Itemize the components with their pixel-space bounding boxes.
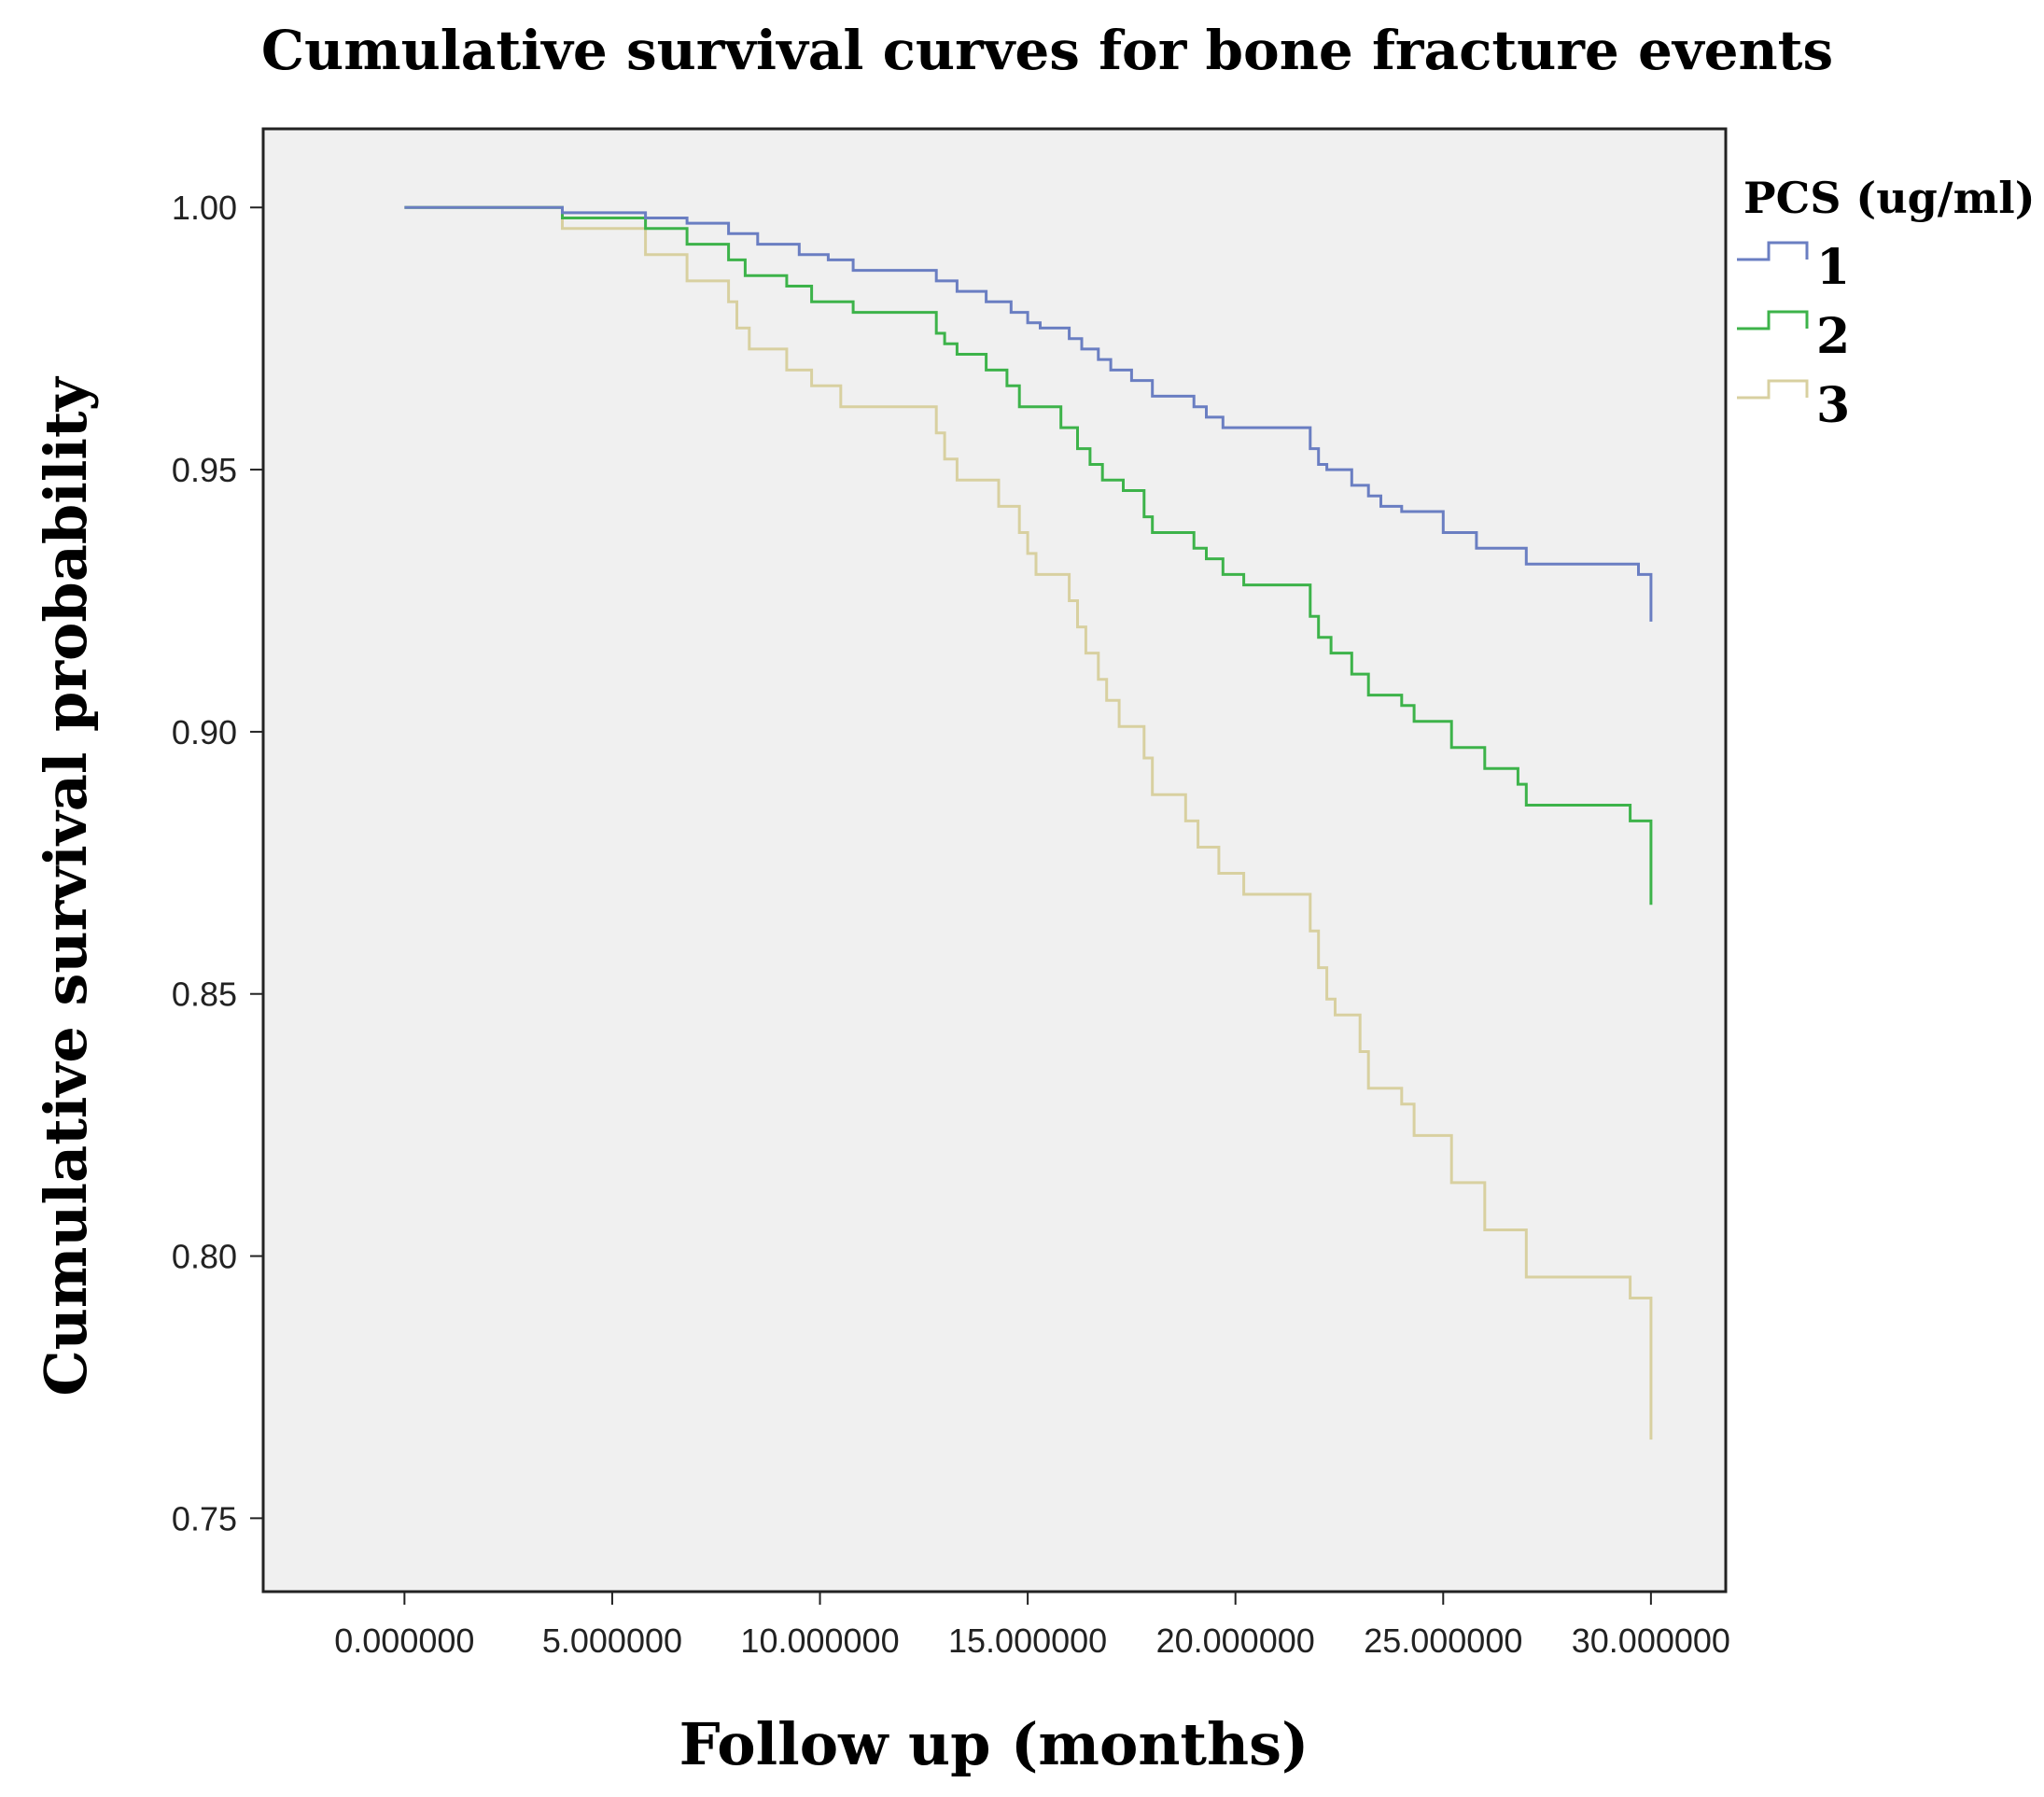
legend-items: 1 2 3 <box>1737 239 1850 434</box>
y-axis-title: Cumulative survival probability <box>32 375 100 1396</box>
legend-swatch-1 <box>1737 241 1809 261</box>
plot-area <box>261 127 1728 1593</box>
legend-swatch-2 <box>1737 310 1809 330</box>
series-line-2 <box>404 205 1653 906</box>
x-tick-label: 30.000000 <box>1572 1622 1730 1660</box>
legend-label-3: 3 <box>1816 377 1850 434</box>
series-layer <box>404 205 1653 1440</box>
x-tick-label: 20.000000 <box>1156 1622 1315 1660</box>
x-axis-title: Follow up (months) <box>679 1710 1309 1778</box>
y-tick-label: 0.90 <box>172 713 237 751</box>
y-tick-label: 1.00 <box>172 189 237 227</box>
legend-label-1: 1 <box>1816 239 1850 296</box>
legend-label-2: 2 <box>1816 308 1850 365</box>
chart-title: Cumulative survival curves for bone frac… <box>261 19 1833 82</box>
series-line-1 <box>404 205 1653 622</box>
legend-title: PCS (ug/ml) <box>1743 173 2036 223</box>
y-tick-label: 0.80 <box>172 1238 237 1276</box>
legend: PCS (ug/ml) 1 2 3 <box>1737 173 2036 434</box>
x-tick-label: 15.000000 <box>948 1622 1107 1660</box>
series-line-3 <box>404 205 1653 1440</box>
x-tick-label: 0.000000 <box>334 1622 474 1660</box>
y-tick-label: 0.85 <box>172 976 237 1014</box>
y-tick-label: 0.95 <box>172 451 237 489</box>
axis-ticks: 0.000000 5.000000 10.000000 15.000000 20.000… <box>172 189 1730 1660</box>
x-tick-label: 25.000000 <box>1364 1622 1522 1660</box>
y-tick-label: 0.75 <box>172 1499 237 1537</box>
x-tick-label: 5.000000 <box>542 1622 682 1660</box>
x-tick-label: 10.000000 <box>740 1622 899 1660</box>
legend-swatch-3 <box>1737 379 1809 400</box>
